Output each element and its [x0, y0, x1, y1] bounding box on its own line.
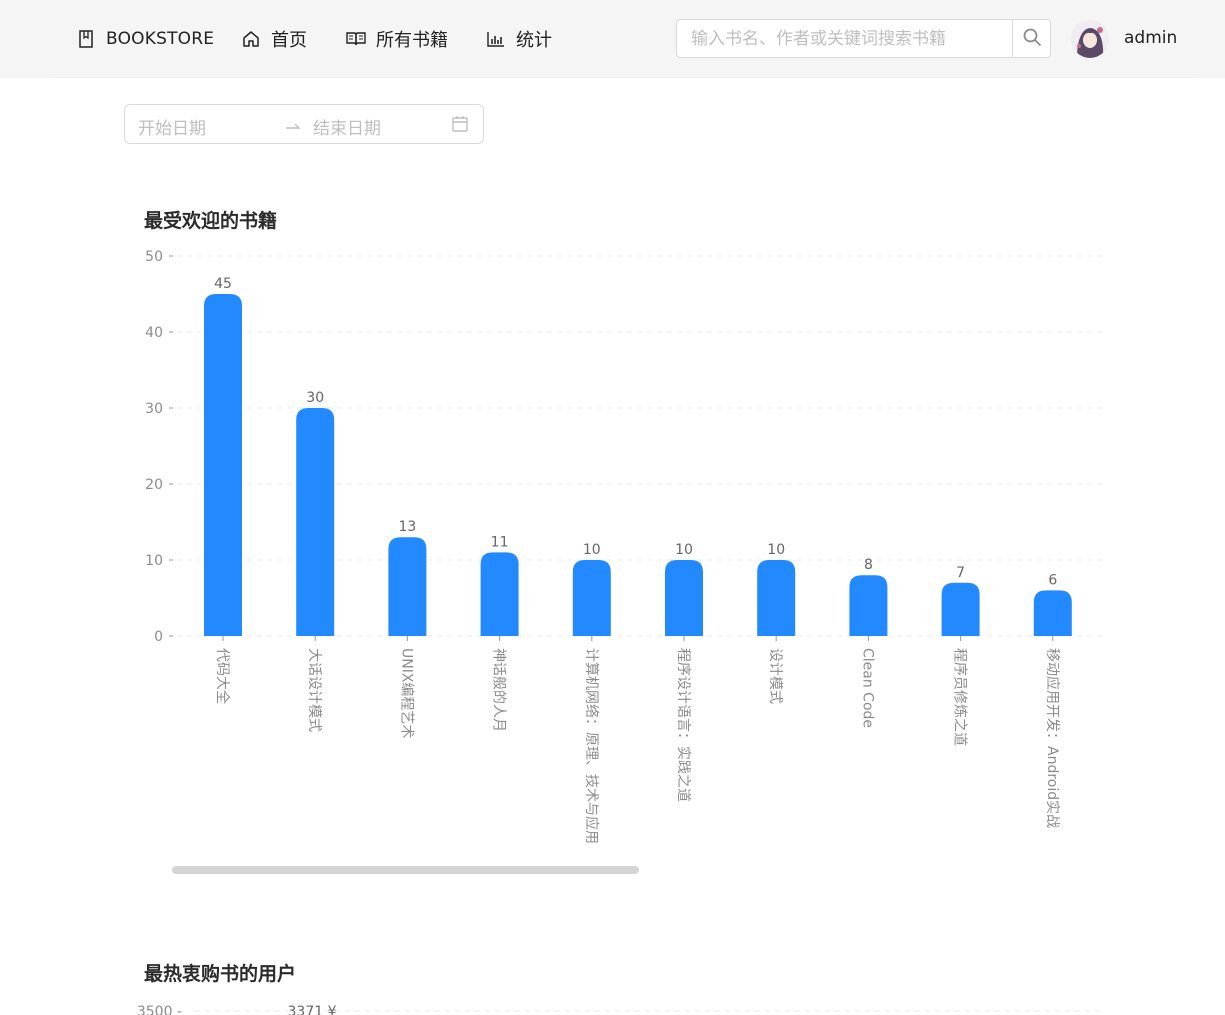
nav-brand-label: BOOKSTORE [106, 29, 215, 49]
avatar[interactable] [1071, 20, 1109, 58]
arrow-right-icon [285, 116, 301, 135]
x-tick-label: 代码大全 [214, 648, 231, 704]
bar-value-label: 7 [956, 565, 965, 581]
bar-value-label: 11 [491, 534, 509, 550]
date-range-picker[interactable]: 开始日期 结束日期 [124, 104, 484, 144]
x-tick-label: 大话设计模式 [306, 648, 322, 732]
y-tick-label: 40 [145, 325, 163, 341]
x-tick-label: 神话般的人月 [491, 648, 507, 732]
bar [757, 560, 796, 636]
nav-brand[interactable]: BOOKSTORE [76, 0, 214, 78]
x-tick-label: Clean Code [859, 648, 875, 728]
book-icon [76, 29, 96, 49]
bar-chart-icon [486, 29, 506, 49]
open-book-icon [346, 29, 366, 49]
y-tick-label: 20 [145, 477, 163, 493]
top-buyers-chart: 3500 - 3371 ¥ [137, 1004, 1105, 1015]
bar-value-label: 30 [306, 390, 324, 406]
username[interactable]: admin [1124, 28, 1178, 48]
bar [204, 294, 242, 636]
nav-item-stats[interactable]: 统计 [486, 0, 552, 78]
bar [388, 537, 427, 636]
top-buyers-title: 最热衷购书的用户 [144, 963, 297, 985]
search-input[interactable] [676, 19, 1012, 58]
y-tick-label: 0 [154, 629, 163, 645]
bar [665, 560, 703, 636]
x-tick-label: 程序设计语言：实践之道 [675, 648, 691, 802]
nav-books-label: 所有书籍 [376, 30, 448, 51]
header-divider [55, 77, 1193, 78]
nav-item-home[interactable]: 首页 [241, 0, 307, 78]
bar [480, 552, 519, 636]
bar-value-label: 10 [583, 542, 601, 558]
bar-value-label: 3371 ¥ [288, 1004, 337, 1015]
nav-item-all-books[interactable]: 所有书籍 [346, 0, 448, 78]
y-tick-label: 30 [145, 401, 163, 417]
x-tick-label: 移动应用开发：Android实战 [1044, 648, 1061, 828]
bar [296, 408, 335, 636]
y-tick-label: 10 [145, 553, 163, 569]
chart-scrollbar[interactable] [172, 866, 639, 874]
nav-home-label: 首页 [271, 30, 307, 51]
x-tick-label: 计算机网络：原理、技术与应用 [583, 648, 600, 844]
end-date-input[interactable]: 结束日期 [313, 119, 381, 139]
top-navbar: BOOKSTORE 首页 所有书籍 统计 [0, 0, 1225, 78]
bar-value-label: 10 [767, 542, 785, 558]
x-tick-label: 设计模式 [767, 648, 783, 704]
calendar-icon [452, 115, 468, 137]
search-icon [1022, 27, 1042, 51]
y-tick-label: 3500 - [137, 1004, 182, 1015]
nav-stats-label: 统计 [516, 30, 552, 51]
bar-value-label: 45 [214, 276, 232, 292]
x-tick-label: 程序员修炼之道 [952, 648, 968, 746]
home-icon [241, 29, 261, 49]
bar-value-label: 10 [675, 542, 693, 558]
bar [1033, 590, 1072, 636]
bar-value-label: 8 [864, 557, 873, 573]
bar [941, 582, 980, 636]
y-tick-label: 50 [145, 249, 163, 265]
popular-books-chart: 0 10 20 30 40 50 45 代码大全 30 大话设计模式 13 UNIX编程艺术 11 神话般… [145, 249, 1105, 844]
search-bar [676, 19, 1051, 58]
start-date-input[interactable]: 开始日期 [138, 119, 206, 139]
bar-value-label: 13 [398, 519, 416, 535]
search-button[interactable] [1012, 19, 1051, 58]
x-tick-label: UNIX编程艺术 [398, 648, 414, 738]
popular-books-title: 最受欢迎的书籍 [144, 210, 278, 232]
bar [572, 560, 611, 636]
bar-value-label: 6 [1048, 572, 1057, 588]
bar [849, 575, 888, 636]
